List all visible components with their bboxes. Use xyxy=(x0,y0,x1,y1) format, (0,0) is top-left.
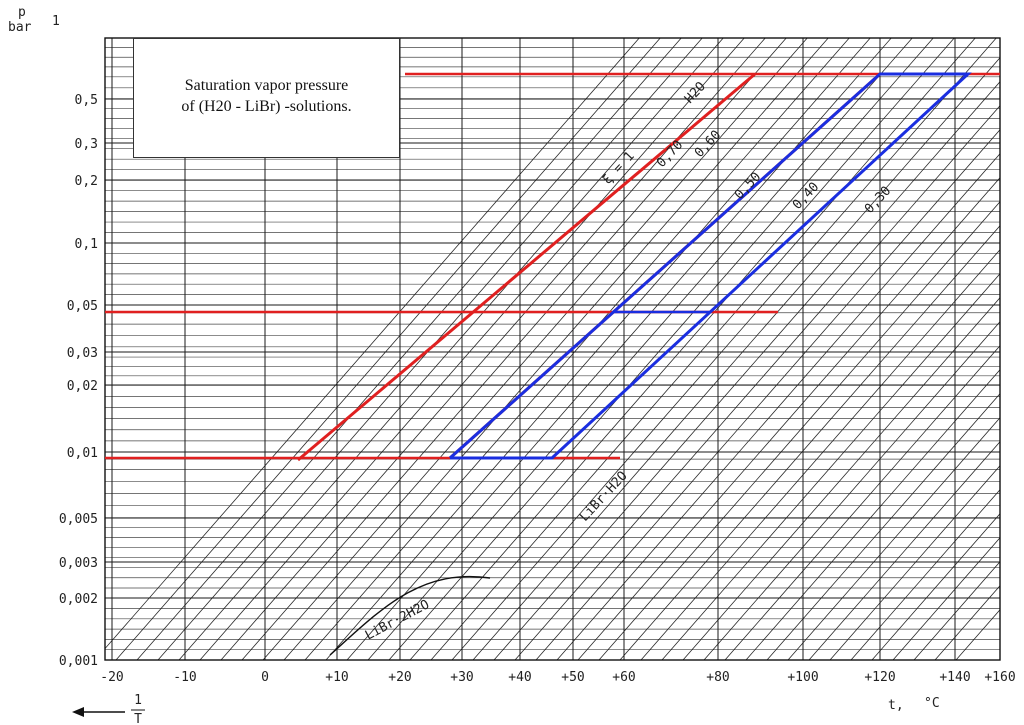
y-axis-tick-labels: 0,5 0,3 0,2 0,1 0,05 0,03 0,02 0,01 0,005 0,003 0,… xyxy=(59,93,98,669)
x-tick-label: -20 xyxy=(100,670,123,685)
hatch-line xyxy=(724,345,1000,660)
hatch-line xyxy=(556,153,1000,660)
hatch-line xyxy=(409,38,955,660)
concentration-label: 0,50 xyxy=(732,170,764,203)
red-diagonal-pure-water xyxy=(297,72,756,462)
hatch-line xyxy=(913,561,1000,660)
y-tick-label: 0,005 xyxy=(59,512,98,527)
hatch-line xyxy=(787,417,1000,660)
x-axis-symbol: t, xyxy=(888,698,904,713)
hatch-line xyxy=(535,129,1000,660)
hatch-line xyxy=(367,38,913,660)
dihydrate-boundary-curve xyxy=(329,575,491,656)
hatch-line xyxy=(661,273,1000,660)
hatch-line xyxy=(451,38,997,660)
y-tick-label: 0,01 xyxy=(67,446,98,461)
hatch-line xyxy=(262,38,808,660)
data-series xyxy=(105,72,1000,462)
title-line-1: Saturation vapor pressure xyxy=(184,77,349,94)
hatch-line xyxy=(346,38,892,660)
x-tick-label: +100 xyxy=(787,670,818,685)
hatch-line xyxy=(388,38,934,660)
hatch-line xyxy=(136,38,682,660)
hatch-line xyxy=(178,38,724,660)
x-tick-label: +30 xyxy=(450,670,473,685)
x-tick-label: +60 xyxy=(612,670,635,685)
hatch-line xyxy=(220,38,766,660)
y-tick-label: 0,05 xyxy=(67,299,98,314)
y-tick-label: 0,1 xyxy=(75,237,98,252)
hatch-line xyxy=(598,201,1000,660)
hatch-line xyxy=(304,38,850,660)
y-tick-label: 0,002 xyxy=(59,592,98,607)
hatch-line xyxy=(934,585,1000,660)
isoconcentration-lines xyxy=(105,38,1000,660)
hatch-group xyxy=(105,38,1000,660)
plot-frame xyxy=(104,37,1001,661)
x-tick-label: +140 xyxy=(939,670,970,685)
hatch-line xyxy=(682,297,1000,660)
hatch-line xyxy=(283,38,829,660)
x-tick-label: 0 xyxy=(261,670,269,685)
y-tick-label: 0,3 xyxy=(75,137,98,152)
concentration-label: 0,60 xyxy=(692,128,724,161)
y-tick-label: 0,003 xyxy=(59,556,98,571)
hatch-line xyxy=(955,609,1000,660)
hatch-line xyxy=(472,57,1000,660)
x-tick-label: +40 xyxy=(508,670,531,685)
x-axis-unit: °C xyxy=(924,696,940,711)
x-tick-label: +80 xyxy=(706,670,729,685)
hatch-line xyxy=(115,38,661,660)
hatch-line xyxy=(745,369,1000,660)
chart-title: Saturation vapor pressure of (H20 - LiBr… xyxy=(134,75,399,117)
hatch-line xyxy=(199,38,745,660)
y-tick-label: 0,2 xyxy=(75,174,98,189)
y-tick-label: 0,5 xyxy=(75,93,98,108)
hatch-line xyxy=(808,441,1000,660)
x-tick-label: -10 xyxy=(173,670,196,685)
region-label-dihydrate: LiBr·2H2O xyxy=(363,597,432,643)
y-axis-symbol: p xyxy=(18,5,26,20)
x-tick-label: +50 xyxy=(561,670,584,685)
hatch-line xyxy=(493,81,1000,660)
hatch-line xyxy=(640,249,1000,660)
title-line-2: of (H20 - LiBr) -solutions. xyxy=(181,98,352,115)
grid-lines xyxy=(104,37,1001,661)
hatch-line xyxy=(325,38,871,660)
y-tick-label: 0,03 xyxy=(67,346,98,361)
x-tick-label: +20 xyxy=(388,670,411,685)
hatch-line xyxy=(619,225,1000,660)
reciprocal-arrow-numerator: 1 xyxy=(134,693,142,708)
region-label-monohydrate: LiBr·H2O xyxy=(577,469,631,525)
hatch-line xyxy=(105,38,640,650)
hatch-line xyxy=(577,177,1000,660)
blue-cycle-series xyxy=(449,72,972,460)
hatch-line xyxy=(829,465,1000,660)
hatch-line xyxy=(514,105,1000,660)
title-box: Saturation vapor pressure of (H20 - LiBr… xyxy=(133,38,400,158)
x-tick-label: +120 xyxy=(864,670,895,685)
hatch-line xyxy=(430,38,976,660)
hatch-line xyxy=(892,537,1000,660)
x-tick-label: +10 xyxy=(325,670,348,685)
y-top-value: 1 xyxy=(52,14,60,29)
hatch-line xyxy=(703,321,1000,660)
y-axis-unit: bar xyxy=(8,20,32,35)
y-tick-label: 0,001 xyxy=(59,654,98,669)
x-tick-label: +160 xyxy=(984,670,1015,685)
hatch-line xyxy=(871,513,1000,660)
y-tick-label: 0,02 xyxy=(67,379,98,394)
x-axis-tick-labels: -20 -10 0 +10 +20 +30 +40 +50 +60 +80 +100 +120 +140… xyxy=(100,670,1015,685)
hatch-line xyxy=(241,38,787,660)
reciprocal-arrow-denominator: T xyxy=(134,712,142,725)
reciprocal-arrow-head xyxy=(72,707,84,717)
hatch-line xyxy=(766,393,1000,660)
hatch-line xyxy=(850,489,1000,660)
